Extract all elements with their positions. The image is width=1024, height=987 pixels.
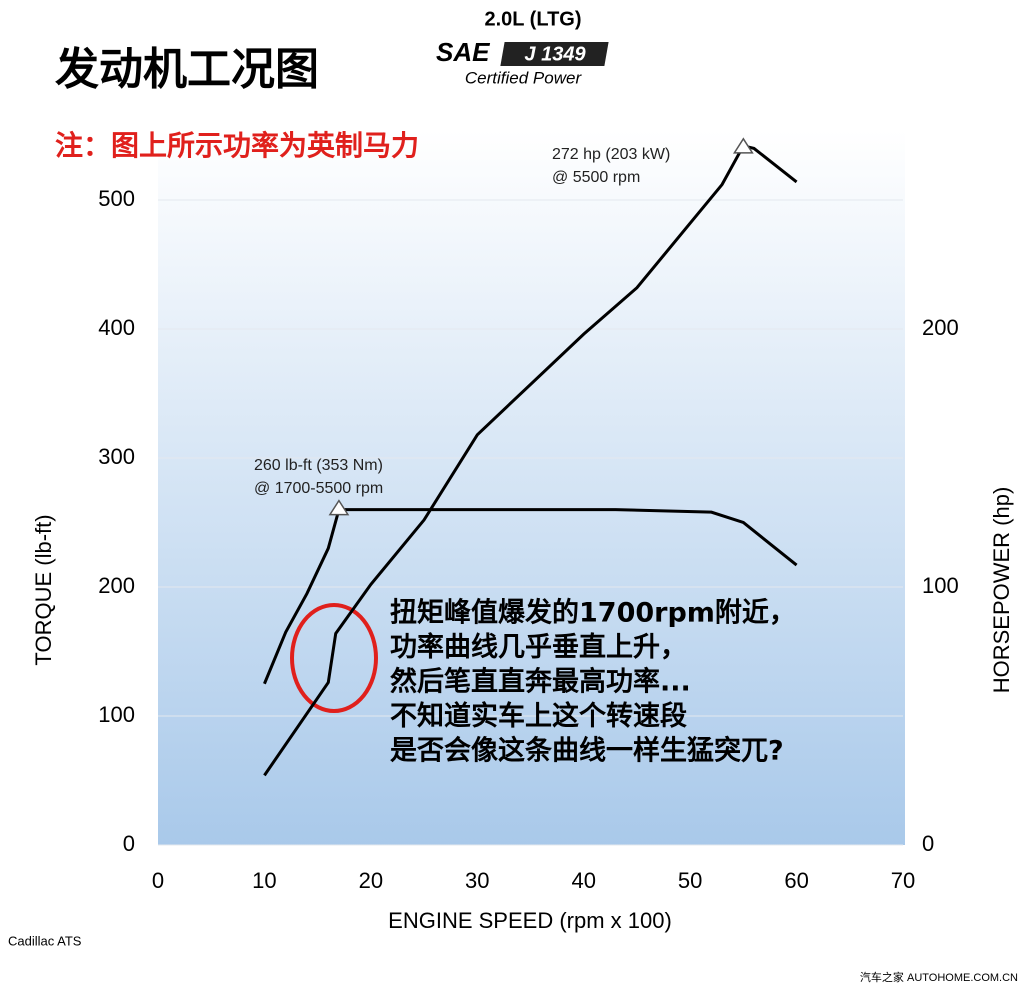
annotation: 260 lb-ft (353 Nm) [254, 457, 383, 474]
y-tick-label: 100 [98, 702, 135, 727]
peak-marker [328, 499, 350, 516]
annotation: 272 hp (203 kW) [552, 146, 670, 163]
comment-line: 扭矩峰值爆发的1700rpm附近， [390, 597, 796, 629]
logo-engine: 2.0L (LTG) [484, 8, 581, 30]
line-series [263, 508, 798, 685]
comment-line: 是否会像这条曲线一样生猛突兀? [390, 735, 784, 767]
x-tick-label: 10 [252, 868, 276, 893]
comment-line: 不知道实车上这个转速段 [390, 700, 687, 732]
comment-line: 功率曲线几乎垂直上升， [390, 631, 687, 663]
chart-title: 发动机工况图 [55, 44, 319, 95]
subtitle: 注：图上所示功率为英制马力 [55, 129, 419, 162]
x-tick-label: 60 [784, 868, 808, 893]
highlight-circle [290, 603, 378, 713]
y-tick-label: 500 [98, 186, 135, 211]
x-tick-label: 40 [571, 868, 595, 893]
plot-background [158, 130, 905, 845]
y-tick-label: 0 [123, 831, 135, 856]
x-tick-label: 20 [359, 868, 383, 893]
x-axis-label: ENGINE SPEED (rpm x 100) [388, 908, 672, 933]
y2-tick-label: 100 [922, 573, 959, 598]
y-tick-label: 200 [98, 573, 135, 598]
logo-certified: Certified Power [465, 68, 583, 87]
logo-badge [500, 42, 609, 66]
y2-tick-label: 200 [922, 315, 959, 340]
y-tick-label: 300 [98, 444, 135, 469]
x-tick-label: 70 [891, 868, 915, 893]
y-axis-label: TORQUE (lb-ft) [31, 514, 56, 665]
peak-marker [732, 137, 754, 154]
y-tick-label: 400 [98, 315, 135, 340]
y2-axis-label: HORSEPOWER (hp) [989, 487, 1014, 694]
comment-line: 然后笔直直奔最高功率... [390, 666, 691, 698]
source: Cadillac ATS [8, 933, 82, 948]
annotation: @ 1700-5500 rpm [254, 480, 383, 497]
logo-j1349: J 1349 [524, 43, 586, 65]
logo-sae: SAE [436, 37, 490, 67]
x-tick-label: 0 [152, 868, 164, 893]
watermark: 汽车之家 AUTOHOME.COM.CN [860, 970, 1018, 984]
y2-tick-label: 0 [922, 831, 934, 856]
annotation: @ 5500 rpm [552, 169, 640, 186]
x-tick-label: 30 [465, 868, 489, 893]
x-tick-label: 50 [678, 868, 702, 893]
